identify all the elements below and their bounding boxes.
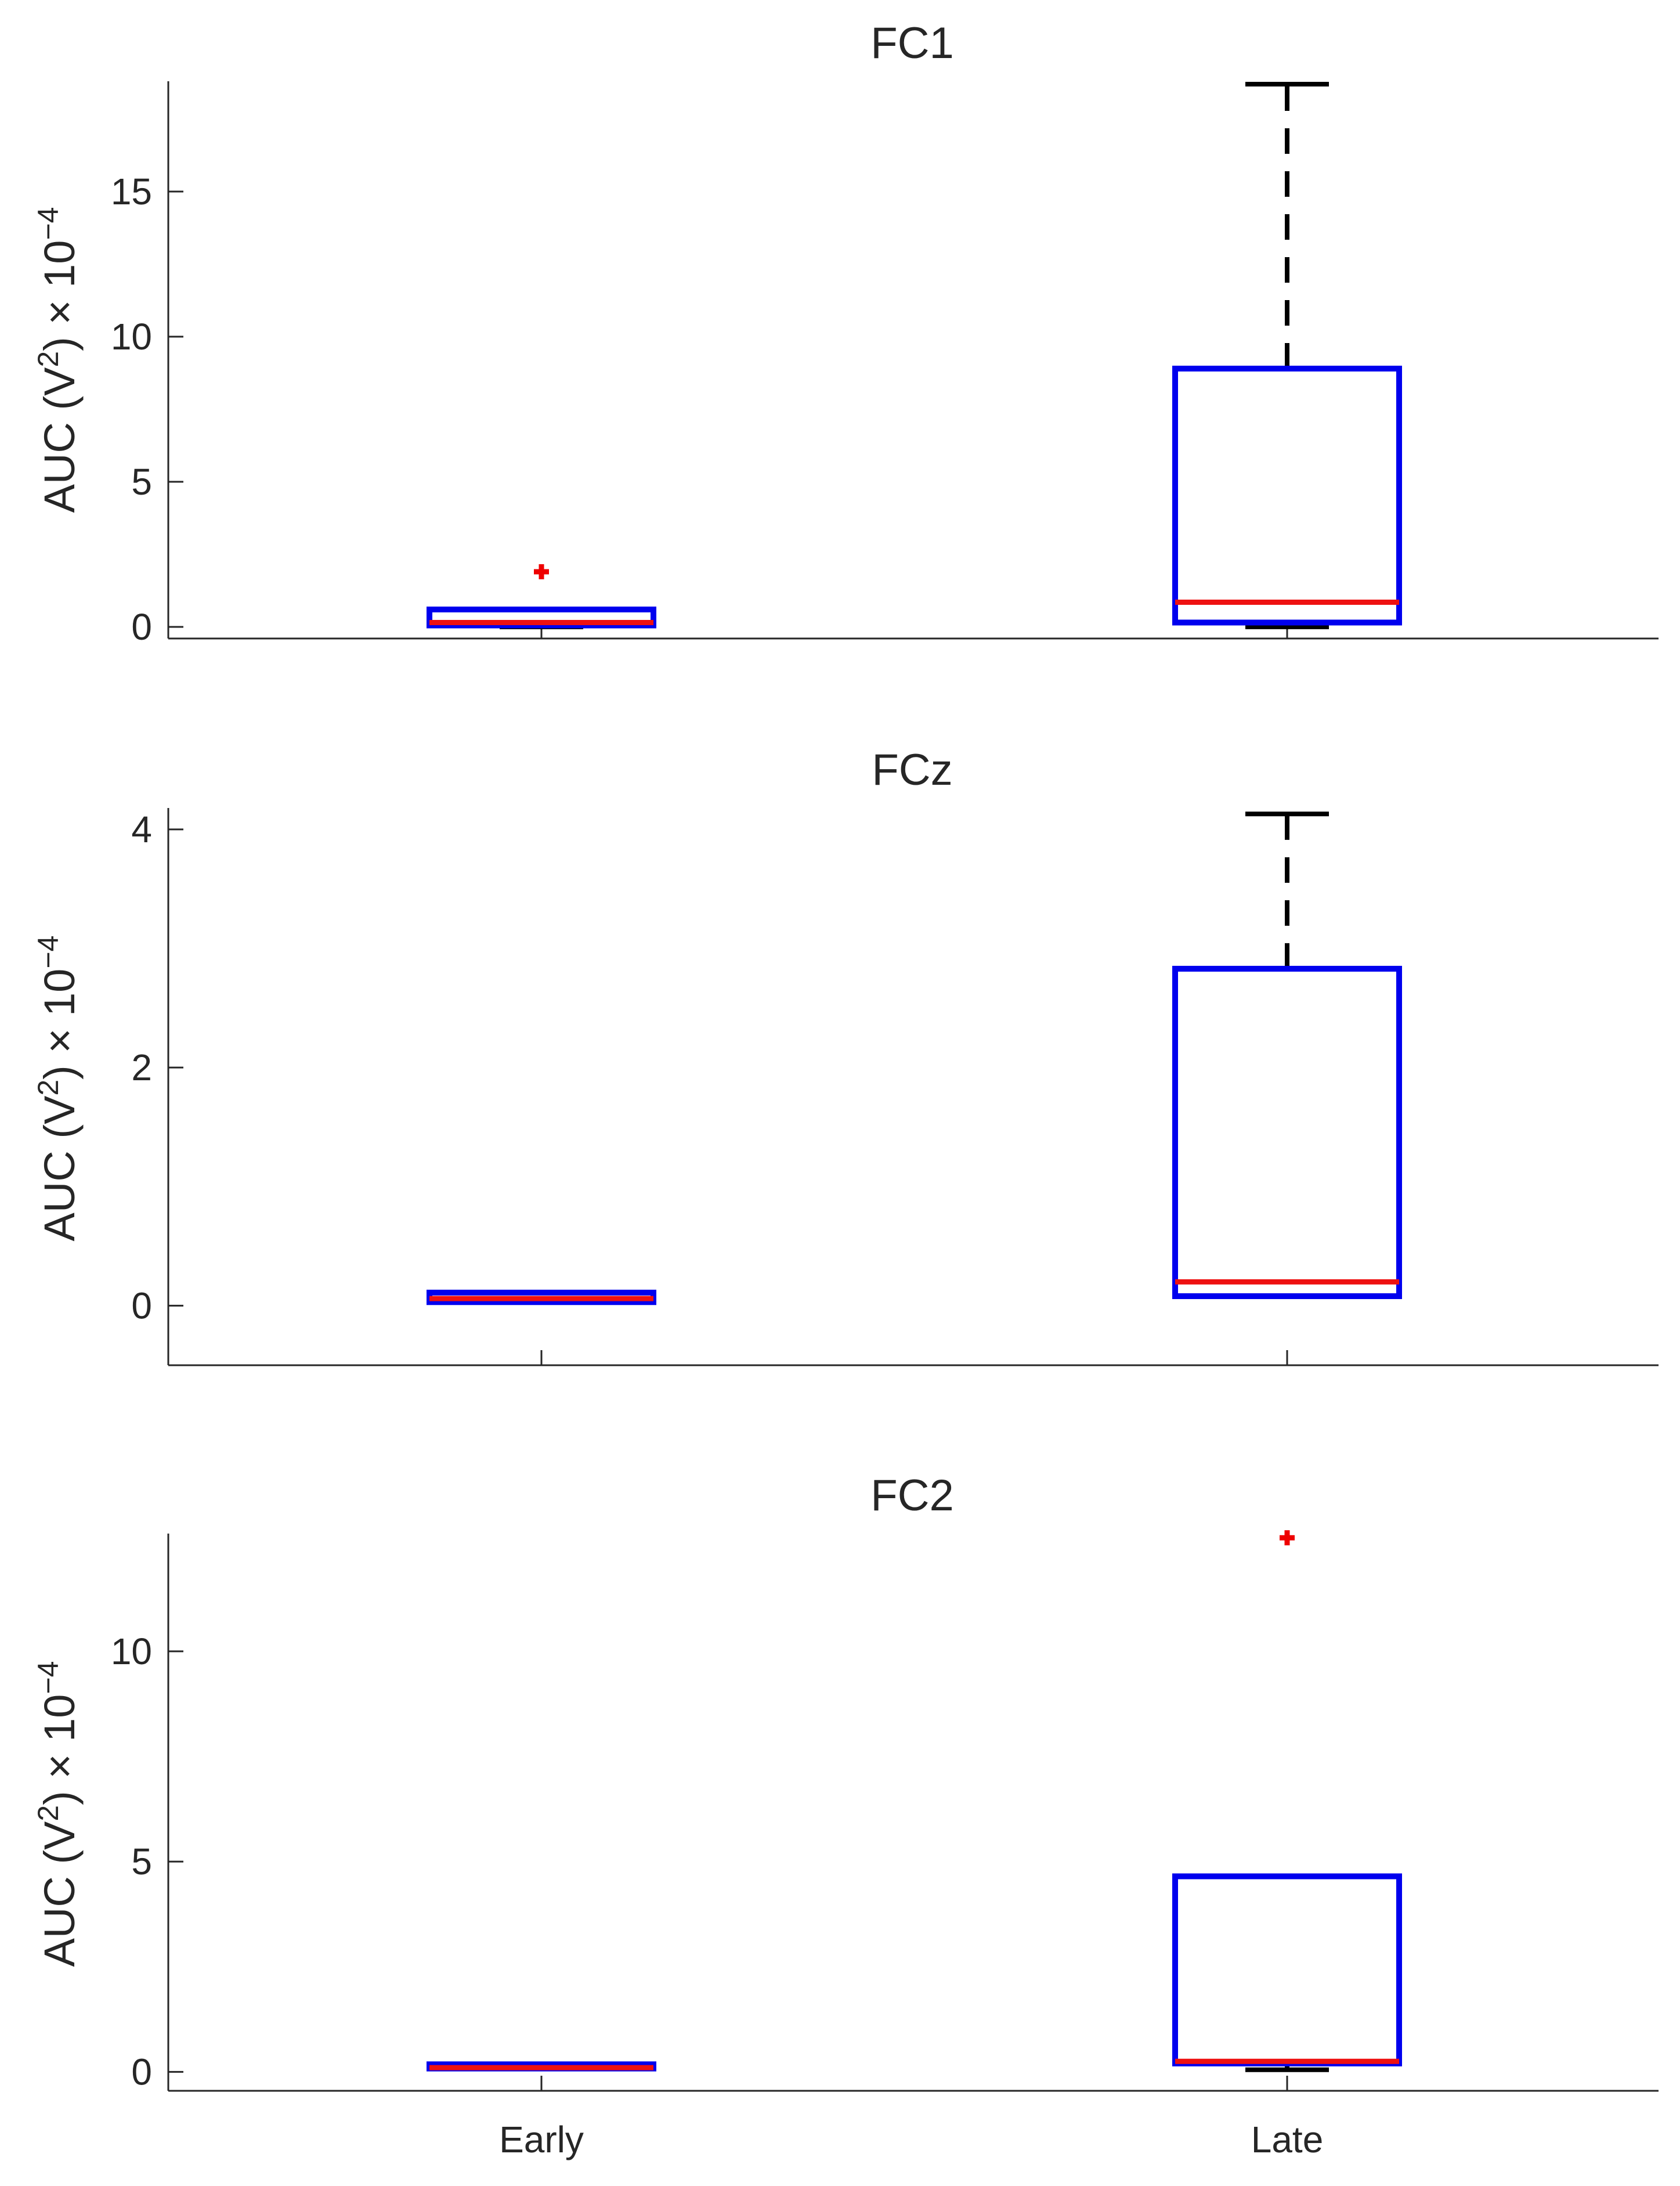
box-iqr xyxy=(1172,366,1402,626)
y-tick-label: 4 xyxy=(131,809,152,850)
y-tick-label: 5 xyxy=(131,1841,152,1882)
y-tick-label: 5 xyxy=(131,461,152,503)
panel-title: FC2 xyxy=(870,1471,954,1520)
panel-fc2: FC2 AUC (V2) × 10−4 0 5 10 Early Late xyxy=(32,1471,1659,2160)
y-axis-label-text: AUC (V xyxy=(35,1095,84,1241)
y-axis-label: AUC (V2) × 10−4 xyxy=(32,936,84,1242)
box-early xyxy=(427,564,656,629)
outlier-marker xyxy=(1280,1530,1295,1546)
y-axis-label-text: AUC (V xyxy=(35,1821,84,1967)
panel-fcz: FCz AUC (V2) × 10−4 024 xyxy=(32,745,1659,1366)
box-late xyxy=(1172,811,1402,1300)
panel-title: FCz xyxy=(872,745,952,795)
y-axis-label-exp: −4 xyxy=(32,1661,64,1694)
y-axis-label-text: AUC (V xyxy=(35,367,84,513)
box-late xyxy=(1172,1530,1402,2072)
y-tick-label: 10 xyxy=(111,1631,152,1672)
box-iqr xyxy=(1172,965,1402,1300)
box-early xyxy=(427,1289,656,1305)
y-axis-label-sup: 2 xyxy=(32,351,64,367)
box-iqr xyxy=(427,607,656,629)
y-axis-label: AUC (V2) × 10−4 xyxy=(32,207,84,513)
plot-area: 0 2 4 xyxy=(131,808,1659,1366)
x-tick-label: Late xyxy=(1251,2119,1324,2160)
box-late xyxy=(1172,82,1402,629)
panel-fc1: FC1 AUC (V2) × 10−4 0 5 10 15 xyxy=(32,19,1659,648)
y-tick-label: 0 xyxy=(131,2051,152,2093)
y-axis-label: AUC (V2) × 10−4 xyxy=(32,1661,84,1967)
panel-title: FC1 xyxy=(870,19,954,68)
outlier-marker xyxy=(534,564,549,579)
plot-area: 0 5 10 15 xyxy=(111,81,1659,648)
box-early xyxy=(427,2061,656,2072)
y-axis-label-sup: 2 xyxy=(32,1805,64,1821)
y-tick-label: 2 xyxy=(131,1047,152,1088)
y-axis-label-sup: 2 xyxy=(32,1080,64,1096)
y-tick-label: 10 xyxy=(111,316,152,358)
y-axis-label-after: ) × 10 xyxy=(35,969,84,1080)
y-axis-label-exp: −4 xyxy=(32,936,64,969)
y-axis-label-after: ) × 10 xyxy=(35,240,84,351)
y-axis-label-after: ) × 10 xyxy=(35,1694,84,1805)
y-tick-label: 0 xyxy=(131,1285,152,1326)
y-tick-label: 0 xyxy=(131,606,152,648)
y-axis-label-exp: −4 xyxy=(32,207,64,240)
plot-area: 0 5 10 Early Late xyxy=(111,1530,1659,2160)
y-tick-label: 15 xyxy=(111,171,152,212)
x-tick-label: Early xyxy=(499,2119,584,2160)
